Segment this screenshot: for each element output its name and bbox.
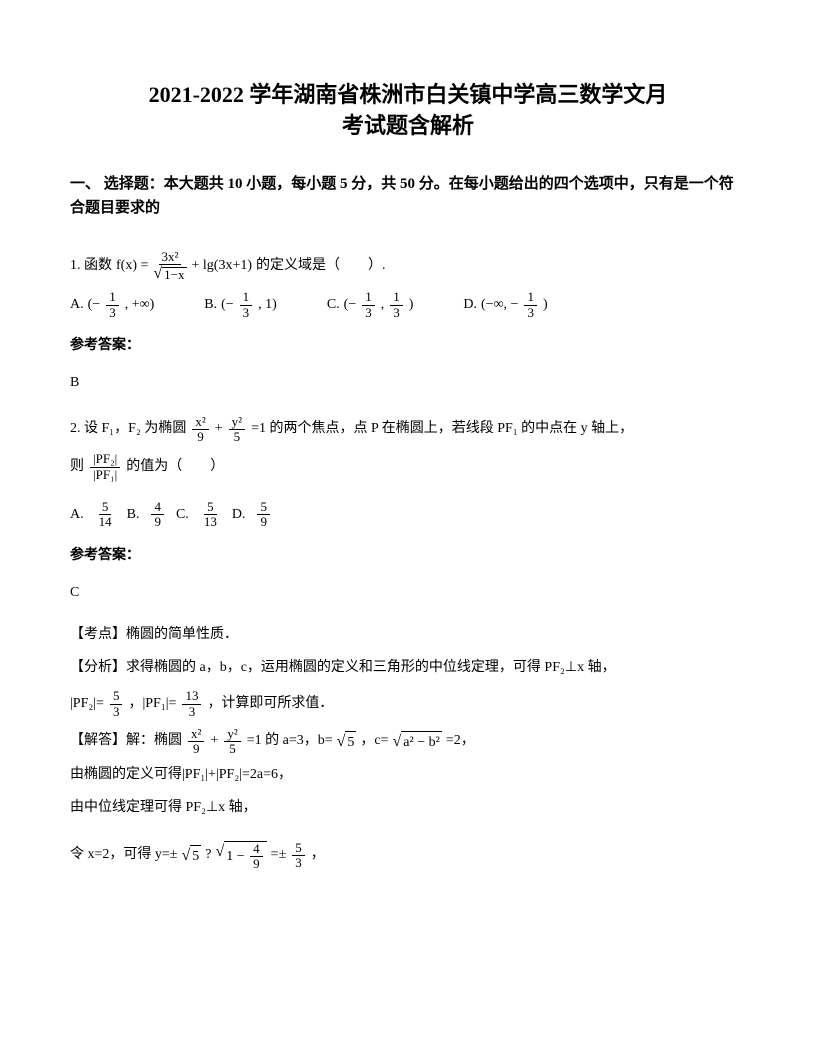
page-title: 2021-2022 学年湖南省株洲市白关镇中学高三数学文月 考试题含解析 [70,80,746,142]
q1-formula: f(x) = 3x² √ 1−x + lg(3x+1) [116,250,252,283]
q1-option-a: A. (− 1 3 , +∞) [70,290,154,320]
question-1: 1. 函数 f(x) = 3x² √ 1−x + lg(3x+1) 的定义域是（… [70,250,746,283]
q2-analysis-2: |PF₂|= 5 3 ，|PF₁|= 13 3 ，计算即可所求值． [70,689,746,719]
q2-option-d: 5 9 [257,500,270,530]
q2-point: 【考点】椭圆的简单性质． [70,624,746,646]
question-2-line-2: 则 |PF₂| |PF₁| 的值为（ ） [70,452,746,482]
q2-answer: C [70,582,746,604]
title-line-1: 2021-2022 学年湖南省株洲市白关镇中学高三数学文月 [149,82,668,107]
q1-options: A. (− 1 3 , +∞) B. (− 1 3 , 1) C. (− 1 3… [70,290,746,320]
q2-analysis-1: 【分析】求得椭圆的 a，b，c，运用椭圆的定义和三角形的中位线定理，可得 PF₂… [70,657,746,679]
q2-suffix: =1 的两个焦点，点 P 在椭圆上，若线段 PF₁ 的中点在 y 轴上， [251,418,633,440]
title-line-2: 考试题含解析 [342,113,474,138]
answer-label-2: 参考答案： [70,545,746,567]
q2-last-line: 令 x=2，可得 y=± √ 5 ? √ 1 − 4 9 =± 5 3 ， [70,839,746,872]
q2-prefix: 2. 设 F₁，F₂ 为椭圆 [70,418,186,440]
q1-prefix: 1. 函数 [70,255,112,277]
q1-answer: B [70,372,746,394]
q2-solve: 【解答】解：椭圆 x² 9 + y² 5 =1 的 a=3，b= √ 5 ，c=… [70,727,746,757]
q1-suffix: 的定义域是（ ）. [256,255,386,277]
q2-option-a: 5 14 [96,500,115,530]
q2-line-def: 由椭圆的定义可得|PF₁|+|PF₂|=2a=6， [70,764,746,786]
q2-options: A. 5 14 B. 4 9 C. 5 13 D. 5 9 [70,500,746,530]
q2-option-c: 5 13 [201,500,220,530]
answer-label-1: 参考答案： [70,335,746,357]
q2-option-b: 4 9 [151,500,164,530]
q2-line-mid: 由中位线定理可得 PF₂⊥x 轴， [70,797,746,819]
section-1-heading: 一、 选择题：本大题共 10 小题，每小题 5 分，共 50 分。在每小题给出的… [70,172,746,220]
q1-option-d: D. (−∞, − 1 3 ) [463,290,547,320]
q1-option-c: C. (− 1 3 , 1 3 ) [327,290,414,320]
q1-option-b: B. (− 1 3 , 1) [204,290,277,320]
question-2-line-1: 2. 设 F₁，F₂ 为椭圆 x² 9 + y² 5 =1 的两个焦点，点 P … [70,415,746,445]
